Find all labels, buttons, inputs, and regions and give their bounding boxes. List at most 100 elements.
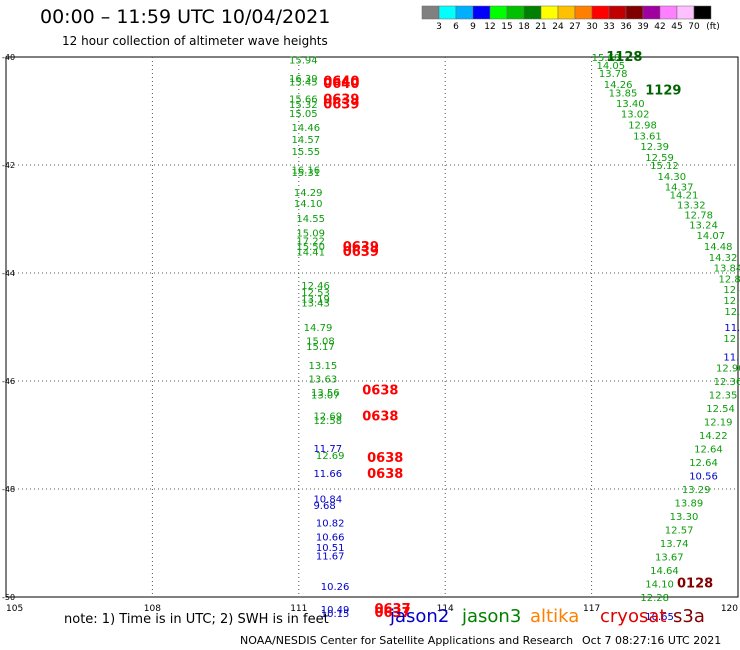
- data-point-label: 14.07: [697, 231, 726, 242]
- data-point-label: 11.43: [724, 323, 740, 334]
- data-point-label: 12.53: [301, 288, 330, 299]
- data-point-label: 14.26: [604, 80, 633, 91]
- data-point-label: 13.56: [311, 388, 340, 399]
- data-point-label: 16.16: [291, 165, 320, 176]
- data-point-label: 12.78: [684, 211, 713, 222]
- data-point-label: 13.61: [633, 131, 662, 142]
- data-point-label: 0639: [323, 93, 359, 108]
- data-point-label: 12.98: [628, 121, 657, 132]
- legend-s3a: s3a: [673, 606, 705, 627]
- data-point-label: 15.66: [289, 95, 318, 106]
- data-point-label: 13.29: [682, 485, 711, 496]
- footer-note: note: 1) Time is in UTC; 2) SWH is in fe…: [64, 612, 329, 627]
- data-point-label: 14.29: [294, 188, 323, 199]
- data-point-label: 11.75: [723, 353, 740, 364]
- x-tick-label: 120: [721, 604, 738, 614]
- colorbar-legend: 3 6 9 12 15 18 21 24 27 30 33 36 39 42 45 70 (ft): [421, 5, 720, 32]
- data-point-label: 14.22: [699, 431, 728, 442]
- data-point-label: 12.59: [645, 153, 674, 164]
- data-point-label: 14.05: [596, 61, 625, 72]
- data-point-label: 9.68: [313, 501, 335, 512]
- data-point-label: 0640: [323, 77, 359, 92]
- data-point-label: 13.63: [309, 374, 338, 385]
- data-point-label: 13.30: [670, 512, 699, 523]
- data-point-label: 15.08: [306, 337, 335, 348]
- data-point-label: 13.78: [599, 69, 628, 80]
- data-point-label: 1129: [645, 83, 681, 98]
- data-point-label: 14.57: [291, 135, 320, 146]
- data-point-label: 0638: [367, 451, 403, 466]
- x-tick-label: 114: [437, 604, 454, 614]
- data-point-label: 11.77: [313, 444, 342, 455]
- data-point-label: 12.66: [723, 334, 740, 345]
- colorbar-label: 70: [688, 22, 700, 32]
- x-tick-label: 105: [6, 604, 23, 614]
- data-point-label: 16.39: [289, 74, 318, 85]
- data-point-label: 12.69: [316, 451, 345, 462]
- data-point-label: 10.65: [645, 612, 674, 623]
- data-point-label: 10.66: [316, 533, 345, 544]
- data-point-label: 15.45: [289, 77, 318, 88]
- data-point-label: 12.45: [723, 285, 740, 296]
- chart-subtitle: 12 hour collection of altimeter wave hei…: [62, 34, 328, 48]
- data-point-label: 10.51: [316, 543, 345, 554]
- data-point-label: 13.67: [655, 553, 684, 564]
- data-point-label: 15.31: [291, 168, 320, 179]
- data-point-label: 1128: [606, 50, 642, 65]
- legend-altika: altika: [530, 606, 580, 627]
- data-point-label: 0128: [677, 577, 713, 592]
- data-point-label: 15.05: [289, 109, 318, 120]
- colorbar-label: 27: [569, 22, 580, 32]
- y-tick-label: -40: [2, 53, 15, 62]
- data-point-label: 14.55: [296, 214, 325, 225]
- data-point-label: 12.28: [640, 593, 669, 604]
- data-point-label: 12.58: [313, 416, 342, 427]
- footer-credit: NOAA/NESDIS Center for Satellite Applica…: [240, 634, 574, 647]
- data-point-label: 15.12: [650, 161, 679, 172]
- data-point-label: 13.19: [301, 294, 330, 305]
- data-point-label: 12.39: [640, 142, 669, 153]
- colorbar-swatch: [693, 5, 712, 20]
- data-point-label: 13.15: [309, 361, 338, 372]
- colorbar-label: 15: [501, 22, 512, 32]
- data-point-label: 14.79: [304, 323, 333, 334]
- legend-jason3: jason3: [462, 606, 522, 627]
- data-point-label: 13.74: [660, 539, 689, 550]
- x-tick-label: 108: [144, 604, 161, 614]
- data-point-label: 15.94: [289, 56, 318, 67]
- colorbar-label: 45: [671, 22, 682, 32]
- footer-date: Oct 7 08:27:16 UTC 2021: [582, 634, 722, 647]
- y-tick-label: -46: [2, 377, 15, 386]
- data-point-label: 12.36: [714, 377, 740, 388]
- data-point-label: 12.57: [665, 526, 694, 537]
- colorbar-label: 36: [620, 22, 632, 32]
- colorbar-label: 30: [586, 22, 598, 32]
- data-point-label: 13.24: [689, 220, 718, 231]
- data-point-label: 15.55: [291, 147, 320, 158]
- data-point-label: 10.15: [321, 609, 350, 620]
- data-point-label: 12.87: [718, 274, 740, 285]
- data-point-label: 13.02: [621, 110, 650, 121]
- data-point-label: 12.06: [723, 296, 740, 307]
- data-point-label: 14.64: [650, 566, 679, 577]
- data-point-label: 14.41: [296, 247, 325, 258]
- data-point-label: 0637: [374, 602, 410, 617]
- y-tick-label: -44: [2, 269, 15, 278]
- colorbar-label: 33: [603, 22, 614, 32]
- data-point-label: 0640: [323, 74, 359, 89]
- data-point-label: 15.68: [592, 53, 621, 64]
- data-point-label: 11.67: [316, 551, 345, 562]
- data-point-label: 12.33: [724, 307, 740, 318]
- data-point-label: 17.22: [296, 237, 325, 248]
- data-point-label: 15.09: [296, 229, 325, 240]
- colorbar-label: 6: [453, 22, 459, 32]
- data-point-label: 14.46: [291, 123, 320, 134]
- data-point-label: 13.85: [609, 89, 638, 100]
- data-point-label: 12.90: [716, 364, 740, 375]
- plot-frame: [5, 56, 739, 598]
- data-point-label: 13.43: [301, 299, 330, 310]
- data-point-label: 0638: [367, 467, 403, 482]
- colorbar-unit: (ft): [706, 22, 720, 32]
- colorbar-label: 18: [518, 22, 530, 32]
